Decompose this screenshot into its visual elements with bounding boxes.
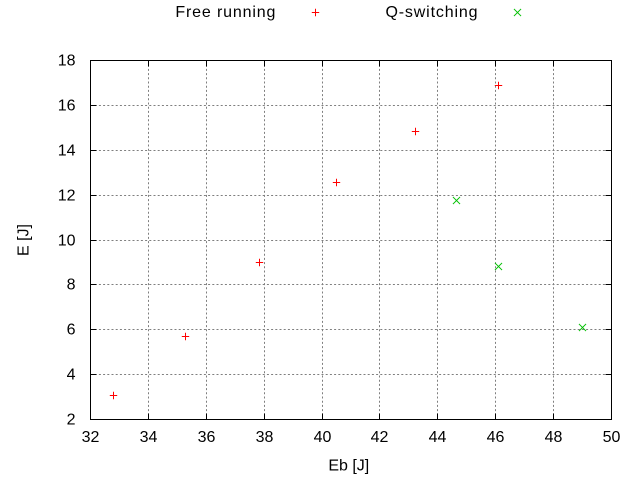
svg-text:50: 50 (603, 429, 621, 446)
svg-text:44: 44 (429, 429, 447, 446)
svg-text:Eb [J]: Eb [J] (328, 457, 369, 474)
svg-text:38: 38 (256, 429, 274, 446)
svg-text:32: 32 (82, 429, 100, 446)
svg-text:36: 36 (198, 429, 216, 446)
svg-text:2: 2 (67, 412, 76, 429)
svg-text:6: 6 (67, 322, 76, 339)
svg-text:16: 16 (58, 98, 76, 115)
svg-text:46: 46 (487, 429, 505, 446)
svg-text:18: 18 (58, 53, 76, 70)
svg-text:40: 40 (314, 429, 332, 446)
svg-text:10: 10 (58, 233, 76, 250)
svg-text:4: 4 (67, 367, 76, 384)
svg-text:E [J]: E [J] (16, 224, 33, 256)
svg-text:34: 34 (140, 429, 158, 446)
svg-text:48: 48 (545, 429, 563, 446)
svg-text:42: 42 (371, 429, 389, 446)
svg-text:Q-switching: Q-switching (385, 4, 478, 21)
svg-text:14: 14 (58, 143, 76, 160)
svg-text:8: 8 (67, 277, 76, 294)
svg-text:Free running: Free running (175, 4, 276, 21)
svg-text:12: 12 (58, 188, 76, 205)
